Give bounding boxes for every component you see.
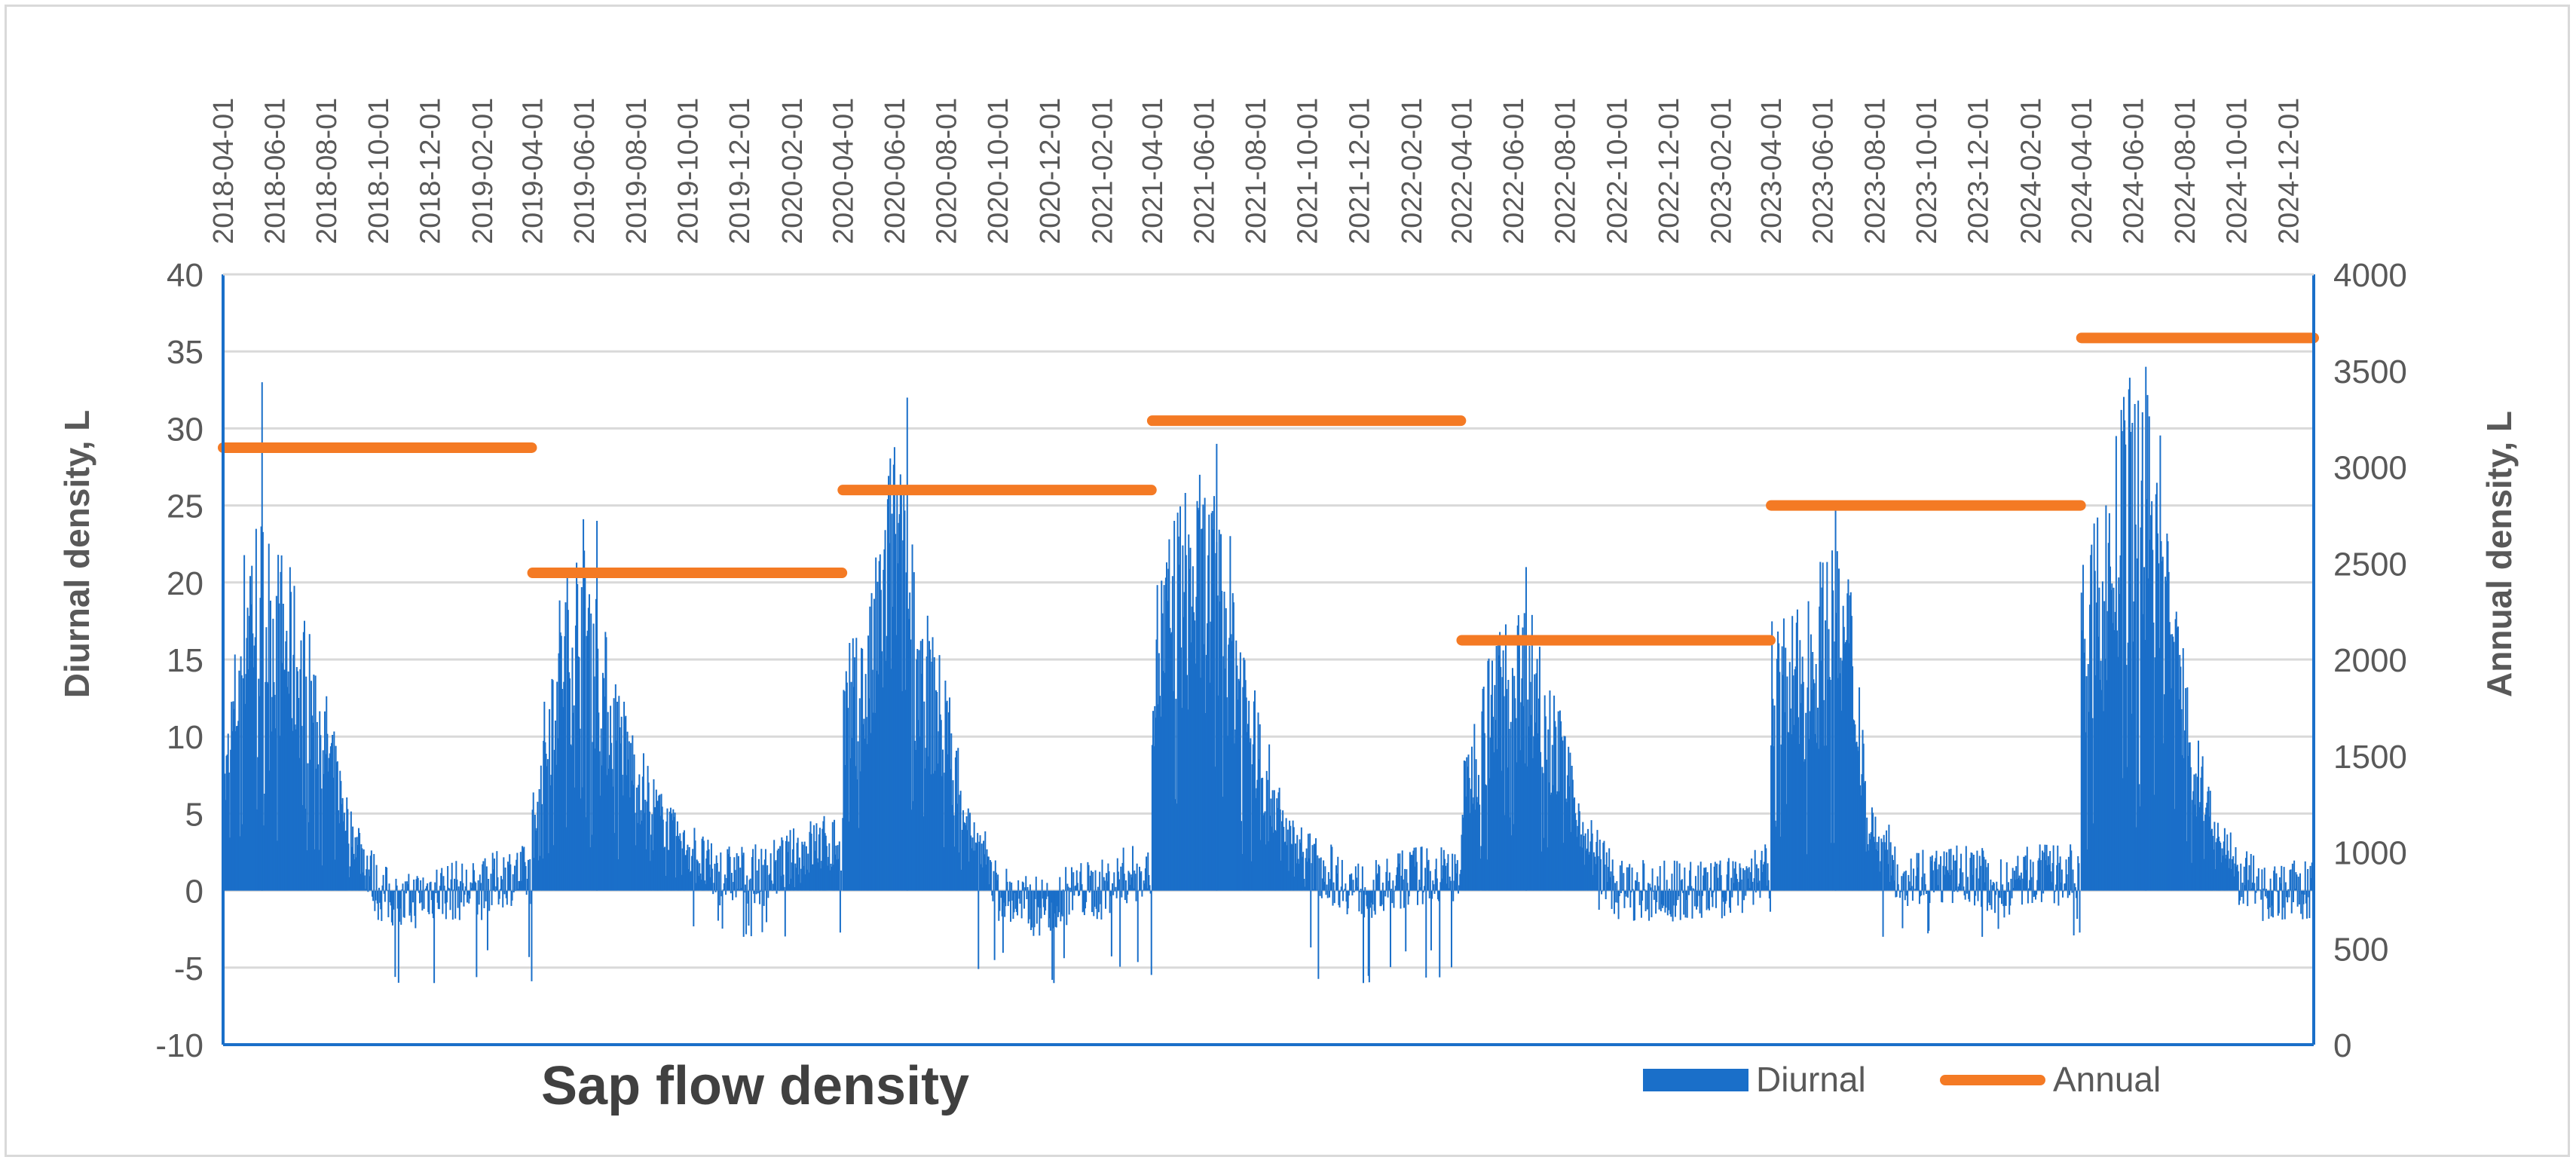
- x-tick: 2020-04-01: [828, 98, 859, 244]
- x-tick: 2019-02-01: [467, 98, 499, 244]
- y-tick-right: 3000: [2333, 450, 2407, 487]
- x-tick: 2023-08-01: [1859, 98, 1891, 244]
- y-tick-right: 500: [2333, 931, 2388, 968]
- x-tick: 2022-06-01: [1498, 98, 1530, 244]
- y-tick-left: 15: [167, 642, 203, 679]
- y-tick-left: 10: [167, 719, 203, 756]
- x-tick: 2019-04-01: [518, 98, 549, 244]
- x-tick: 2024-10-01: [2222, 98, 2253, 244]
- legend: Diurnal Annual: [1643, 1060, 2161, 1099]
- y-tick-right: 1000: [2333, 835, 2407, 872]
- x-tick: 2022-04-01: [1446, 98, 1478, 244]
- x-tick: 2018-06-01: [260, 98, 292, 244]
- x-tick: 2021-08-01: [1241, 98, 1272, 244]
- chart-title: Sap flow density: [541, 1056, 969, 1116]
- y-tick-left: 30: [167, 411, 203, 448]
- y-tick-left: 40: [167, 257, 203, 294]
- x-tick: 2021-02-01: [1088, 98, 1119, 244]
- x-tick: 2023-10-01: [1911, 98, 1943, 244]
- x-tick: 2020-02-01: [777, 98, 809, 244]
- gridlines: [223, 273, 2314, 1046]
- x-tick: 2024-04-01: [2067, 98, 2098, 244]
- y-tick-right: 0: [2333, 1027, 2351, 1064]
- x-tick: 2019-12-01: [724, 98, 756, 244]
- y-tick-right: 3500: [2333, 353, 2407, 390]
- x-tick: 2024-06-01: [2118, 98, 2149, 244]
- x-tick: 2018-08-01: [311, 98, 343, 244]
- y-axis-label-right: Annual density, L: [2480, 411, 2519, 697]
- x-tick: 2019-06-01: [569, 98, 601, 244]
- y-tick-right: 2000: [2333, 642, 2407, 679]
- x-tick: 2020-06-01: [880, 98, 911, 244]
- y-tick-right: 1500: [2333, 739, 2407, 776]
- y-tick-left: 35: [167, 334, 203, 371]
- x-tick: 2018-12-01: [415, 98, 446, 244]
- y-tick-right: 2500: [2333, 546, 2407, 583]
- x-tick: 2022-12-01: [1654, 98, 1685, 244]
- x-tick: 2021-06-01: [1189, 98, 1221, 244]
- legend-label-diurnal: Diurnal: [1756, 1060, 1866, 1099]
- x-tick: 2019-08-01: [621, 98, 653, 244]
- y-tick-left: -5: [174, 950, 203, 987]
- y-tick-left: 25: [167, 488, 203, 525]
- y-tick-left: 0: [185, 874, 203, 911]
- x-tick: 2018-04-01: [208, 98, 240, 244]
- y-tick-left: 5: [185, 796, 203, 833]
- legend-label-annual: Annual: [2053, 1060, 2161, 1099]
- legend-swatch-annual: [1940, 1075, 2045, 1085]
- x-tick: 2019-10-01: [672, 98, 704, 244]
- x-tick: 2023-12-01: [1963, 98, 1995, 244]
- tick-labels: 40 35 30 25 20 15 10 5 0 -5 -10 4000 3500 3000 2500 200…: [155, 98, 2406, 1064]
- x-tick: 2020-12-01: [1035, 98, 1066, 244]
- x-tick: 2023-02-01: [1706, 98, 1738, 244]
- x-tick: 2023-04-01: [1756, 98, 1788, 244]
- y-tick-left: -10: [155, 1027, 203, 1064]
- x-tick: 2023-06-01: [1808, 98, 1840, 244]
- x-tick: 2022-08-01: [1550, 98, 1582, 244]
- x-tick: 2021-10-01: [1293, 98, 1324, 244]
- y-axis-label-left: Diurnal density, L: [57, 410, 96, 699]
- x-tick: 2022-10-01: [1602, 98, 1633, 244]
- x-tick: 2021-04-01: [1137, 98, 1169, 244]
- x-tick: 2024-12-01: [2273, 98, 2305, 244]
- annual-segments: [218, 332, 2319, 646]
- diurnal-bars: [222, 366, 2314, 984]
- legend-swatch-diurnal: [1643, 1069, 1748, 1091]
- y-tick-left: 20: [167, 565, 203, 602]
- x-tick: 2020-10-01: [983, 98, 1014, 244]
- x-tick: 2018-10-01: [363, 98, 395, 244]
- x-tick: 2020-08-01: [932, 98, 963, 244]
- x-tick: 2021-12-01: [1344, 98, 1375, 244]
- x-tick: 2024-02-01: [2015, 98, 2047, 244]
- x-tick: 2024-08-01: [2170, 98, 2201, 244]
- y-tick-right: 4000: [2333, 257, 2407, 294]
- x-tick: 2022-02-01: [1397, 98, 1428, 244]
- axes: [222, 273, 2315, 1046]
